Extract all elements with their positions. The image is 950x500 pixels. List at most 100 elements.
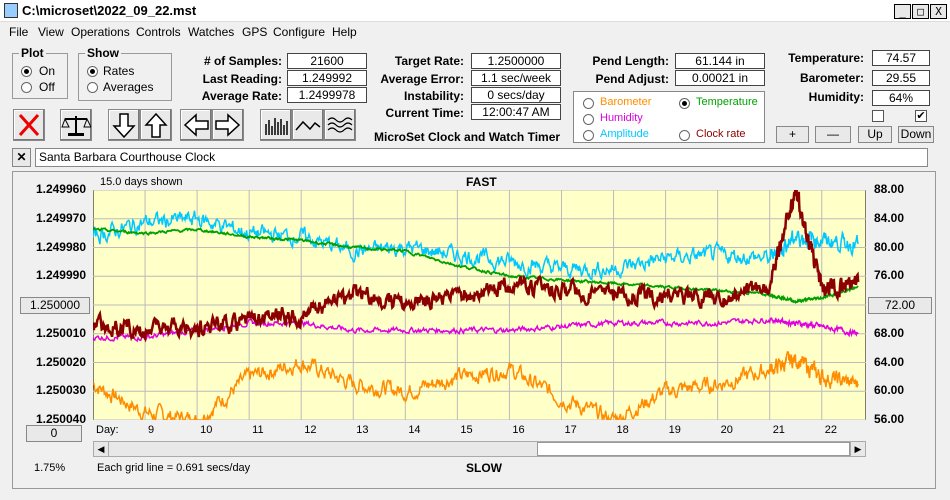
menu-watches[interactable]: Watches xyxy=(188,25,235,39)
series-line-barometer xyxy=(93,350,859,420)
plot-off-radio[interactable] xyxy=(21,82,32,93)
show-group-title: Show xyxy=(85,46,121,60)
smooth-plot-button[interactable] xyxy=(324,109,356,141)
arrow-up-icon xyxy=(144,112,168,138)
current-time-label: Current Time: xyxy=(385,106,464,120)
fast-label: FAST xyxy=(466,175,497,189)
left-axis-tick: 1.249970 xyxy=(35,210,86,225)
pend-adjust-value: 0.00021 in xyxy=(675,70,765,86)
days-shown-label: 15.0 days shown xyxy=(100,176,183,188)
legend-temperature-label: Temperature xyxy=(696,96,758,108)
show-rates-radio[interactable] xyxy=(87,66,98,77)
plot-frame xyxy=(12,171,936,489)
app-caption: MicroSet Clock and Watch Timer xyxy=(374,130,561,144)
instability-label: Instability: xyxy=(403,89,464,103)
day-tick: 12 xyxy=(304,424,317,436)
maximize-button[interactable]: □ xyxy=(912,4,929,19)
day-tick: 9 xyxy=(148,424,155,436)
menu-operations[interactable]: Operations xyxy=(71,25,130,39)
legend-barometer-label: Barometer xyxy=(600,96,652,108)
arrow-down-icon xyxy=(112,113,136,139)
up-arrow-button[interactable] xyxy=(140,109,172,141)
menu-controls[interactable]: Controls xyxy=(136,25,181,39)
show-averages-label: Averages xyxy=(103,80,154,94)
left-axis-tick: 1.249960 xyxy=(35,182,86,196)
scroll-left-icon[interactable]: ◀ xyxy=(94,442,109,456)
clock-name-clear-button[interactable]: ✕ xyxy=(12,148,31,167)
last-reading-value: 1.249992 xyxy=(287,70,367,86)
scale-icon xyxy=(61,116,92,136)
pend-adjust-label: Pend Adjust: xyxy=(595,72,669,86)
right-axis-tick: 64.00 xyxy=(874,354,905,369)
temperature-label: Temperature: xyxy=(788,51,864,65)
line-plot-button[interactable] xyxy=(292,109,324,141)
chart-series xyxy=(93,190,860,420)
average-error-label: Average Error: xyxy=(380,72,464,86)
legend-amplitude-radio[interactable] xyxy=(583,130,594,141)
balance-button[interactable] xyxy=(60,109,92,141)
right-axis-tick: 68.00 xyxy=(874,325,905,340)
title-bar: C:\microset\2022_09_22.mst _ □ X xyxy=(0,0,950,22)
env-checkbox-left[interactable] xyxy=(872,110,884,122)
pend-length-label: Pend Length: xyxy=(592,54,669,68)
minimize-button[interactable]: _ xyxy=(894,4,911,19)
clear-button[interactable] xyxy=(13,109,45,141)
menu-file[interactable]: File xyxy=(9,25,29,39)
show-averages-radio[interactable] xyxy=(87,82,98,93)
menu-gps[interactable]: GPS xyxy=(242,25,268,39)
time-scrollbar[interactable]: ◀ ▶ xyxy=(93,441,866,457)
legend-clock-rate-radio[interactable] xyxy=(679,130,690,141)
humidity-label: Humidity: xyxy=(808,90,864,104)
left-axis-tick: 1.250040 xyxy=(35,412,86,426)
right-axis-tick: 56.00 xyxy=(874,412,905,426)
day-tick: 19 xyxy=(668,424,681,436)
plot-on-radio[interactable] xyxy=(21,66,32,77)
show-rates-label: Rates xyxy=(103,64,135,78)
series-legend: Barometer Temperature Humidity Amplitude… xyxy=(573,91,765,143)
red-x-icon xyxy=(18,113,40,137)
right-axis-tick: 60.00 xyxy=(874,383,905,398)
legend-humidity-radio[interactable] xyxy=(583,114,594,125)
scale-plus-button[interactable]: + xyxy=(776,126,809,143)
menu-view[interactable]: View xyxy=(38,25,64,39)
center-temp-button[interactable]: 72.00 xyxy=(868,297,932,314)
histogram-icon xyxy=(265,118,288,135)
day-tick: 18 xyxy=(616,424,629,436)
line-graph-icon xyxy=(295,120,321,131)
rate-chart xyxy=(93,190,866,420)
scroll-thumb[interactable] xyxy=(537,442,850,456)
menu-configure[interactable]: Configure xyxy=(273,25,326,39)
down-arrow-button[interactable] xyxy=(108,109,140,141)
samples-value: 21600 xyxy=(287,53,367,69)
legend-barometer-radio[interactable] xyxy=(583,98,594,109)
left-axis-tick: 1.250030 xyxy=(35,383,86,398)
arrow-left-icon xyxy=(183,113,209,137)
right-axis-tick: 84.00 xyxy=(874,210,905,225)
scale-up-button[interactable]: Up xyxy=(858,126,892,143)
series-line-temperature xyxy=(93,227,859,305)
scale-minus-button[interactable]: — xyxy=(815,126,851,143)
plot-off-label: Off xyxy=(39,80,55,94)
day-tick: 13 xyxy=(356,424,369,436)
instability-value: 0 secs/day xyxy=(471,87,561,103)
close-button[interactable]: X xyxy=(930,4,947,19)
left-axis-tick: 1.249980 xyxy=(35,239,86,254)
plot-group-title: Plot xyxy=(19,46,46,60)
menu-help[interactable]: Help xyxy=(332,25,357,39)
wave-icon xyxy=(327,117,353,133)
scroll-right-icon[interactable]: ▶ xyxy=(850,442,865,456)
env-checkbox-right[interactable]: ✔ xyxy=(915,110,927,122)
offset-button[interactable]: 0 xyxy=(26,425,82,442)
scale-down-button[interactable]: Down xyxy=(898,126,934,143)
right-arrow-button[interactable] xyxy=(212,109,244,141)
left-arrow-button[interactable] xyxy=(180,109,212,141)
temperature-value: 74.57 xyxy=(872,50,930,66)
legend-humidity-label: Humidity xyxy=(600,112,643,124)
histogram-button[interactable] xyxy=(260,109,292,141)
legend-temperature-radio[interactable] xyxy=(679,98,690,109)
clock-name-input[interactable]: Santa Barbara Courthouse Clock xyxy=(35,148,928,167)
average-rate-value: 1.2499978 xyxy=(287,87,367,103)
menu-bar: File View Operations Controls Watches GP… xyxy=(0,23,950,42)
center-rate-button[interactable]: 1.250000 xyxy=(20,297,90,314)
grid-note: Each grid line = 0.691 secs/day xyxy=(97,462,251,474)
